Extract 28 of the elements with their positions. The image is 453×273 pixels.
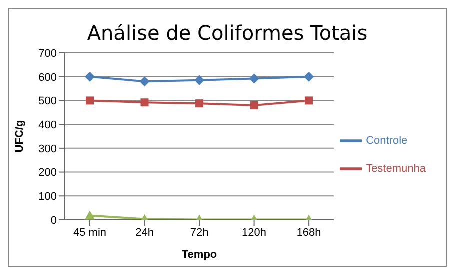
y-tick-label: 700 [38, 48, 57, 60]
legend-label: Controle [366, 134, 408, 146]
point [140, 98, 149, 107]
point [196, 100, 204, 108]
legend-label: Testemunha [366, 162, 426, 174]
point [249, 74, 260, 84]
x-tick-label: 45 min [73, 226, 107, 239]
x-tick-label: 72h [190, 226, 209, 239]
y-tick-label: 500 [38, 96, 57, 108]
y-tick-label: 600 [38, 72, 57, 84]
x-tick-label: 24h [136, 226, 154, 239]
x-tick-label: 120h [242, 226, 267, 239]
x-axis-title: Tempo [182, 249, 218, 261]
y-tick-label: 400 [38, 119, 57, 132]
point [85, 72, 95, 82]
point [86, 96, 94, 105]
point [250, 101, 258, 110]
y-tick-label: 200 [38, 167, 57, 180]
y-axis-title: UFC/g [14, 120, 26, 153]
point [304, 72, 314, 82]
point [194, 75, 205, 86]
point [140, 76, 150, 87]
y-tick-label: 100 [38, 191, 57, 204]
x-tick-label: 168h [296, 226, 322, 239]
point [305, 96, 314, 105]
y-tick-label: 0 [50, 214, 57, 227]
chart-title: Análise de Coliformes Totais [86, 21, 369, 47]
y-tick-label: 300 [38, 143, 57, 156]
